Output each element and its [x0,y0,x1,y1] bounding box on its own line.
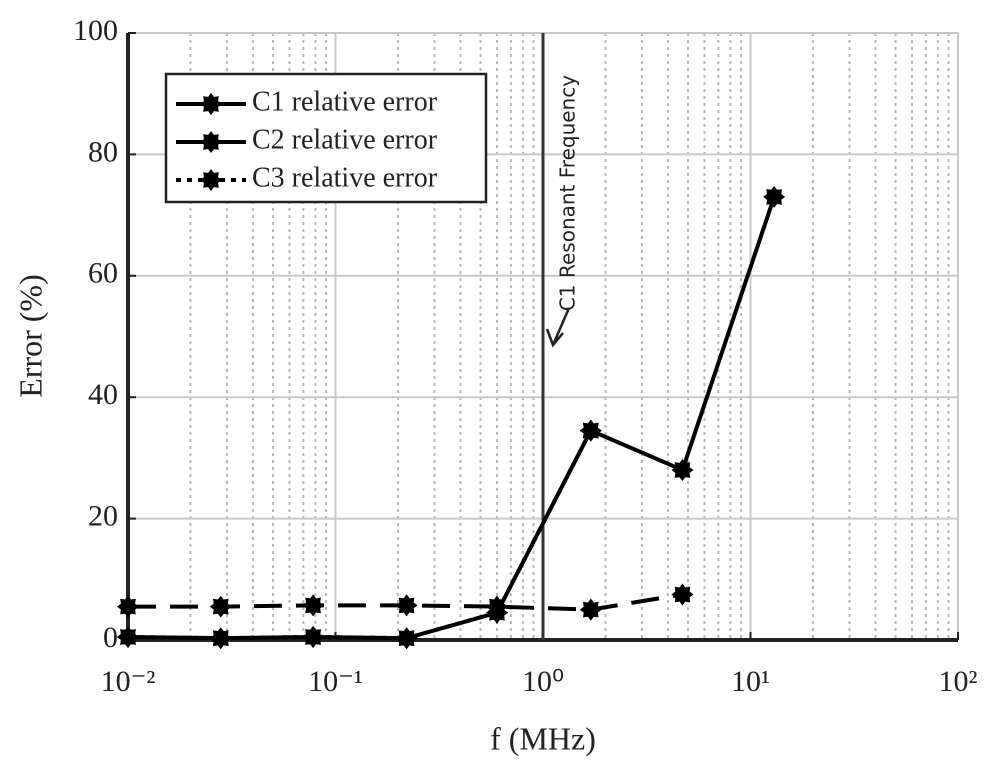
x-tick-label: 10¹ [731,665,770,698]
legend-label: C2 relative error [252,124,438,155]
marker [763,185,786,208]
annotation-text: C1 Resonant Frequency [556,75,580,311]
marker [117,626,139,648]
marker [395,627,418,650]
x-axis-label: f (MHz) [490,720,596,756]
annotation-arrow [545,307,571,348]
y-tick-label: 20 [88,499,118,532]
legend-marker [200,169,222,191]
legend-label: C3 relative error [252,162,438,193]
marker [209,627,232,650]
x-tick-label: 10² [939,665,978,698]
marker [671,459,694,481]
y-tick-label: 40 [88,378,118,411]
marker [395,594,418,617]
marker [486,601,508,624]
marker [209,595,232,618]
legend-box [164,72,488,204]
marker [671,583,694,606]
marker [579,419,602,442]
y-tick-label: 0 [103,621,118,654]
y-tick-label: 100 [73,14,118,47]
series-line [127,196,777,641]
x-tick-label: 10⁻² [101,665,156,698]
marker [117,595,139,618]
marker [302,594,325,617]
y-tick-label: 60 [88,257,118,290]
y-tick-label: 80 [88,135,118,168]
marker [579,598,602,621]
x-tick-label: 10⁻¹ [308,665,363,698]
x-tick-label: 10⁰ [522,665,564,698]
legend-marker [200,131,222,153]
legend-label: C1 relative error [252,86,438,117]
legend-marker [200,93,222,115]
y-axis-label: Error (%) [12,274,48,397]
series-line [127,429,593,641]
legend: C1 relative error C2 relative error C3 rel… [164,72,488,204]
marker [302,626,325,648]
